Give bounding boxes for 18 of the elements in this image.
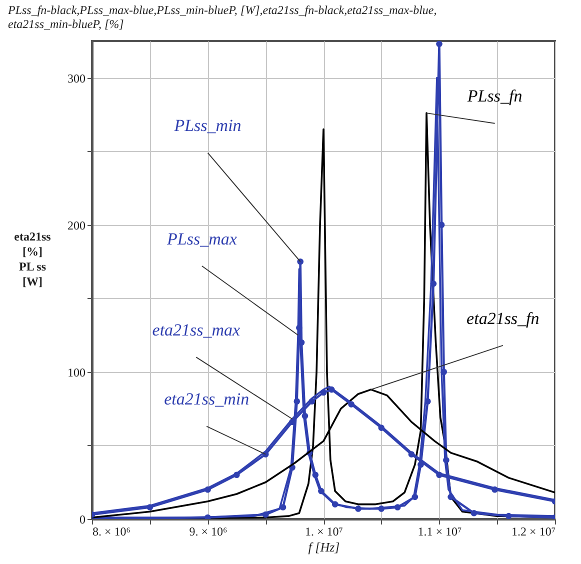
x-tick-label: 1.2 × 10⁷ <box>512 524 556 538</box>
x-tick-label: 1.1 × 10⁷ <box>418 524 462 538</box>
y-tick-label: 0 <box>80 512 86 526</box>
x-tick-label: 1. × 10⁷ <box>305 524 343 538</box>
text: PLss_min <box>173 116 242 136</box>
y-axis-title: eta21ss [%] PL ss [W] <box>14 230 52 288</box>
text: eta21ss_fn <box>466 308 540 328</box>
x-axis-title: f [Hz] <box>308 540 340 554</box>
chart-title: PLss_fn-black,PLss_max-blue,PLss_min-blueP, [W],eta21ss_fn-black,eta21ss_max-blue, eta21ss_min-blueP, [%] <box>7 3 437 31</box>
y-tick-label: 200 <box>68 218 86 232</box>
text: eta21ss_max <box>152 320 241 340</box>
text: eta21ss_min <box>164 390 250 409</box>
y-tick-label: 300 <box>68 71 86 86</box>
text: PLss_fn <box>466 86 522 106</box>
text: PLss_max <box>166 229 238 248</box>
y-tick-label: 100 <box>68 365 86 380</box>
x-tick-label: 8. × 10⁶ <box>92 524 130 538</box>
x-tick-label: 9. × 10⁶ <box>189 524 228 538</box>
